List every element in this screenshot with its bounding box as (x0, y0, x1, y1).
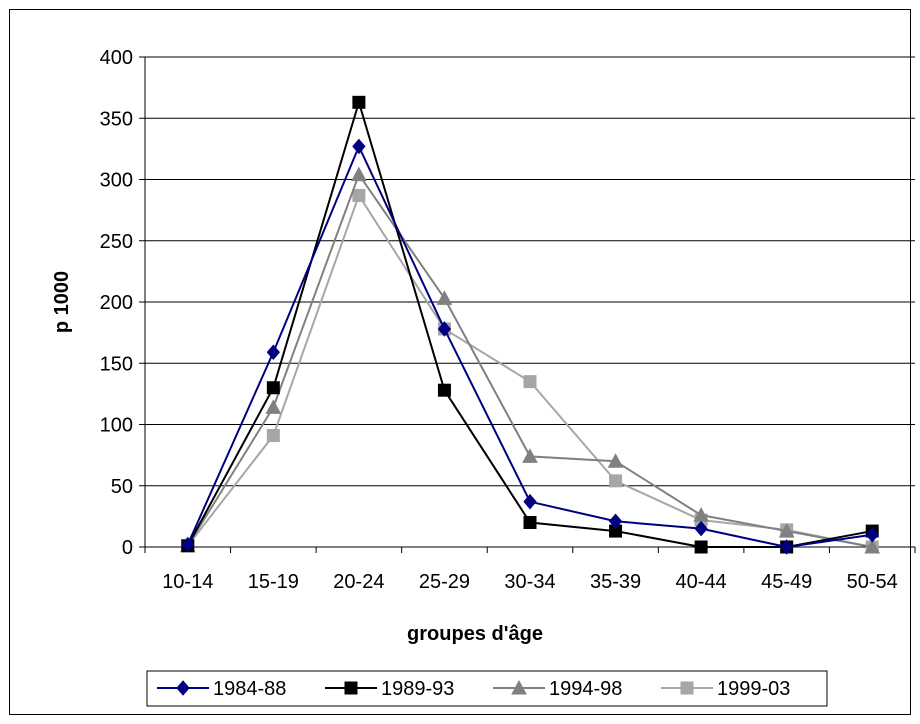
legend-swatch-marker (680, 681, 694, 695)
data-point (780, 539, 794, 555)
y-tick-label: 350 (100, 108, 133, 130)
data-point (607, 453, 624, 468)
series-1994-98 (179, 166, 881, 554)
legend-box (146, 670, 828, 707)
series-line (186, 143, 873, 549)
x-axis-title: groupes d'âge (407, 623, 543, 645)
legend-swatch-marker (344, 681, 358, 695)
legend-label: 1999-03 (717, 678, 790, 700)
series-layer (179, 95, 881, 555)
data-point (181, 536, 195, 553)
data-point (266, 429, 280, 443)
data-point (864, 538, 881, 554)
data-point (522, 448, 538, 463)
data-point (437, 321, 452, 337)
y-tick-label: 0 (122, 537, 133, 559)
x-tick-label: 30-34 (504, 571, 555, 593)
x-tick-label: 25-29 (419, 571, 470, 593)
y-axis-title: p 1000 (51, 271, 73, 333)
gridlines (145, 56, 915, 487)
data-point (265, 399, 282, 414)
legend-item: 1989-93 (325, 678, 454, 700)
series-line (186, 98, 873, 548)
x-tick-label: 20-24 (333, 571, 384, 593)
data-point (609, 474, 623, 488)
data-point (694, 540, 708, 554)
legend-label: 1994-98 (549, 678, 622, 700)
legend-label: 1989-93 (381, 678, 454, 700)
data-point (523, 375, 537, 389)
y-tick-label: 250 (100, 231, 133, 253)
x-tick-label: 15-19 (248, 571, 299, 593)
y-tick-label: 50 (111, 476, 133, 498)
data-point (266, 344, 280, 360)
y-tick-label: 100 (100, 415, 133, 437)
x-tick-label: 10-14 (162, 571, 213, 593)
series-1989-93 (181, 95, 879, 554)
legend-item: 1994-98 (493, 678, 622, 700)
y-tick-label: 400 (100, 47, 133, 69)
legend: 1984-88 1989-93 1994-98 1999-03 (146, 670, 828, 707)
x-tick-label: 40-44 (676, 571, 727, 593)
y-tick-label: 150 (100, 353, 133, 375)
x-axis-ticks: 10-14 15-19 20-24 25-29 30-34 35-39 40-44 45-49… (144, 547, 916, 593)
data-point (351, 166, 367, 182)
x-tick-label: 50-54 (847, 571, 898, 593)
data-point (436, 290, 453, 305)
data-point (694, 520, 708, 537)
data-point (608, 513, 623, 530)
data-point (352, 188, 366, 202)
legend-item: 1999-03 (661, 678, 790, 700)
y-tick-label: 200 (100, 292, 133, 314)
data-point (437, 383, 451, 397)
data-point (778, 523, 795, 538)
legend-label: 1984-88 (213, 678, 286, 700)
x-tick-label: 45-49 (761, 571, 812, 593)
data-point (523, 516, 537, 529)
series-1984-88 (181, 138, 879, 555)
legend-swatch-marker (176, 680, 190, 696)
data-point (352, 95, 366, 109)
data-point (865, 526, 879, 543)
x-tick-label: 35-39 (590, 571, 641, 593)
legend-swatch-marker (511, 679, 527, 695)
series-line (186, 172, 873, 548)
data-point (352, 138, 366, 155)
y-tick-label: 300 (100, 170, 133, 192)
data-point (523, 493, 537, 510)
legend-item: 1984-88 (157, 678, 286, 700)
y-axis-ticks: 0 50 100 150 200 250 300 350 400 (100, 47, 145, 559)
data-point (266, 381, 280, 395)
